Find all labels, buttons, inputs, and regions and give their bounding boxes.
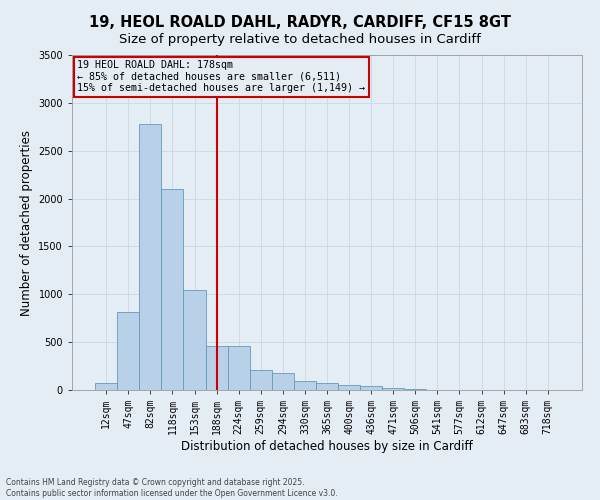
Text: 19, HEOL ROALD DAHL, RADYR, CARDIFF, CF15 8GT: 19, HEOL ROALD DAHL, RADYR, CARDIFF, CF1… (89, 15, 511, 30)
Bar (360, 386, 382, 390)
Text: 19 HEOL ROALD DAHL: 178sqm
← 85% of detached houses are smaller (6,511)
15% of s: 19 HEOL ROALD DAHL: 178sqm ← 85% of deta… (77, 60, 365, 93)
Y-axis label: Number of detached properties: Number of detached properties (20, 130, 32, 316)
Bar (316, 384, 338, 390)
Bar (294, 381, 316, 390)
Bar (404, 389, 427, 390)
X-axis label: Distribution of detached houses by size in Cardiff: Distribution of detached houses by size … (181, 440, 473, 453)
Bar (250, 370, 272, 390)
Text: Contains HM Land Registry data © Crown copyright and database right 2025.
Contai: Contains HM Land Registry data © Crown c… (6, 478, 338, 498)
Bar (184, 290, 206, 390)
Bar (139, 124, 161, 390)
Bar (272, 373, 294, 390)
Bar (206, 346, 227, 390)
Bar (382, 388, 404, 390)
Bar (338, 385, 360, 390)
Bar (117, 312, 139, 390)
Bar (161, 189, 184, 390)
Bar (227, 346, 250, 390)
Bar (95, 384, 117, 390)
Text: Size of property relative to detached houses in Cardiff: Size of property relative to detached ho… (119, 32, 481, 46)
